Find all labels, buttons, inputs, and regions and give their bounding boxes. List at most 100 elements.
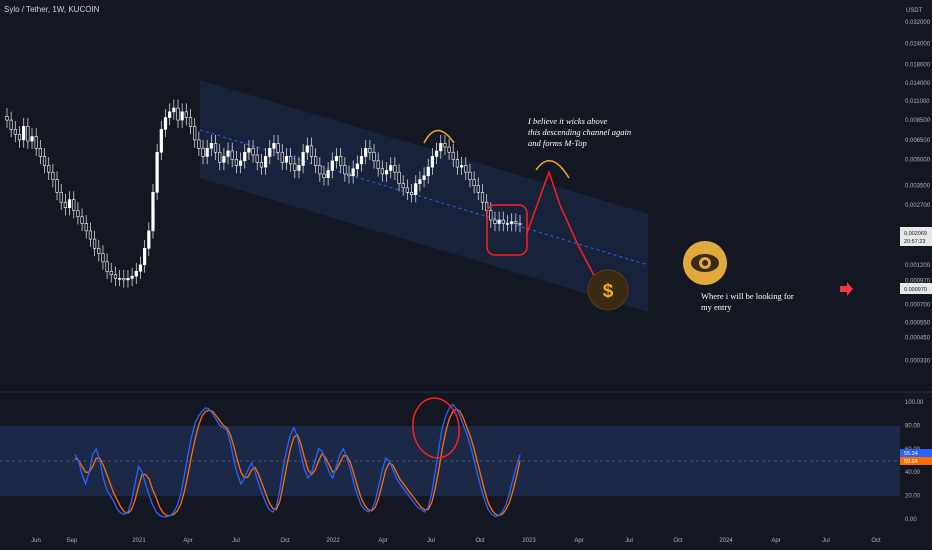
candle-body-110 (464, 165, 468, 173)
stoch-k-tag (900, 449, 932, 457)
price-tick-0: 0.032000 (905, 20, 931, 26)
candle-body-38 (163, 117, 168, 130)
stoch-tick-3: 40.00 (905, 470, 921, 476)
candle-body-46 (197, 139, 201, 149)
candle-body-70 (297, 165, 301, 171)
candle-body-68 (289, 156, 293, 165)
candle-body-66 (280, 151, 284, 163)
candle-body-19 (84, 223, 88, 232)
price-tick-8: 0.003500 (905, 184, 931, 190)
candle-body-88 (372, 151, 376, 162)
candle-body-82 (347, 173, 351, 177)
candle-body-100 (422, 175, 426, 180)
candle-body-122 (514, 221, 518, 224)
candle-body-55 (234, 159, 238, 166)
candle-body-36 (155, 151, 159, 193)
chart-title: Sylo / Tether, 1W, KUCOIN (4, 5, 100, 14)
candle-body-71 (301, 151, 305, 166)
candle-body-24 (105, 261, 109, 272)
candle-body-73 (309, 145, 314, 157)
candle-body-77 (326, 170, 330, 178)
candle-body-42 (180, 111, 184, 121)
candle-body-86 (364, 148, 368, 157)
candle-body-83 (351, 168, 355, 177)
candle-body-50 (213, 143, 218, 153)
candle-body-9 (42, 156, 47, 166)
candle-body-99 (418, 179, 422, 184)
candle-body-64 (272, 143, 276, 149)
candle-body-48 (205, 148, 209, 157)
candle-body-52 (222, 156, 226, 163)
price-tick-4: 0.011000 (905, 99, 930, 105)
candle-body-35 (151, 192, 155, 232)
candle-body-116 (489, 210, 493, 221)
candle-body-4 (22, 126, 26, 141)
candle-body-91 (384, 170, 389, 175)
time-tick-2: 2021 (132, 538, 146, 544)
candle-body-119 (501, 219, 505, 224)
price-tick-14: 0.000550 (905, 321, 931, 327)
price-tick-16: 0.000330 (905, 358, 931, 364)
time-tick-5: Oct (280, 538, 290, 544)
stoch-d-value: 50.04 (904, 459, 918, 465)
time-tick-15: Apr (771, 538, 780, 544)
candle-body-43 (184, 111, 188, 118)
marker-price-tag (900, 283, 932, 294)
candle-body-21 (92, 238, 97, 249)
price-tick-7: 0.005000 (905, 157, 931, 163)
candle-body-26 (113, 274, 118, 279)
candle-body-14 (63, 201, 67, 208)
descending-channel (200, 80, 648, 312)
candle-body-96 (405, 187, 409, 193)
time-tick-14: 2024 (719, 538, 733, 544)
candle-body-107 (451, 151, 455, 160)
candle-body-67 (284, 156, 289, 163)
candle-body-0 (5, 116, 9, 121)
candle-body-29 (126, 278, 130, 281)
candle-body-28 (122, 278, 126, 281)
time-tick-8: Jul (427, 538, 435, 544)
last-price-tag (900, 227, 932, 246)
candle-body-62 (263, 156, 268, 168)
candlesticks (5, 99, 522, 288)
candle-body-75 (318, 165, 322, 175)
price-tick-9: 0.002700 (905, 203, 931, 209)
candle-body-121 (510, 221, 514, 224)
candle-body-104 (439, 143, 443, 152)
time-tick-3: Apr (183, 538, 192, 544)
candle-body-102 (430, 156, 435, 168)
price-tick-6: 0.006500 (905, 138, 931, 144)
candle-body-63 (268, 148, 272, 157)
candle-body-65 (276, 143, 280, 153)
dollar-sign-icon: $ (603, 281, 614, 302)
price-tick-2: 0.018000 (905, 63, 931, 69)
currency-label: USDT (906, 8, 923, 14)
price-tick-15: 0.000450 (905, 335, 931, 341)
candle-body-5 (26, 126, 30, 142)
candle-body-61 (259, 162, 264, 168)
time-tick-9: Oct (475, 538, 485, 544)
candle-body-49 (209, 143, 213, 149)
candle-body-111 (468, 171, 472, 180)
candle-body-92 (389, 165, 393, 171)
candle-body-112 (472, 179, 476, 186)
candle-body-30 (130, 275, 134, 279)
last-price: 0.002069 (904, 231, 927, 237)
price-tick-12: 0.000970 (905, 279, 931, 285)
stoch-top-circle-annotation (412, 397, 460, 459)
candle-body-109 (460, 165, 464, 168)
candle-body-80 (339, 156, 343, 166)
candle-body-106 (447, 146, 451, 153)
candle-body-113 (476, 185, 480, 193)
candle-body-108 (455, 159, 460, 168)
candle-body-20 (88, 230, 93, 240)
time-tick-7: Apr (378, 538, 387, 544)
stoch-tick-5: 0.00 (905, 517, 917, 523)
candle-body-11 (51, 171, 55, 180)
time-tick-10: 2023 (522, 538, 536, 544)
time-tick-12: Jul (625, 538, 633, 544)
stoch-tick-0: 100.00 (905, 400, 924, 406)
candle-body-103 (434, 150, 439, 157)
candle-body-79 (334, 156, 339, 162)
